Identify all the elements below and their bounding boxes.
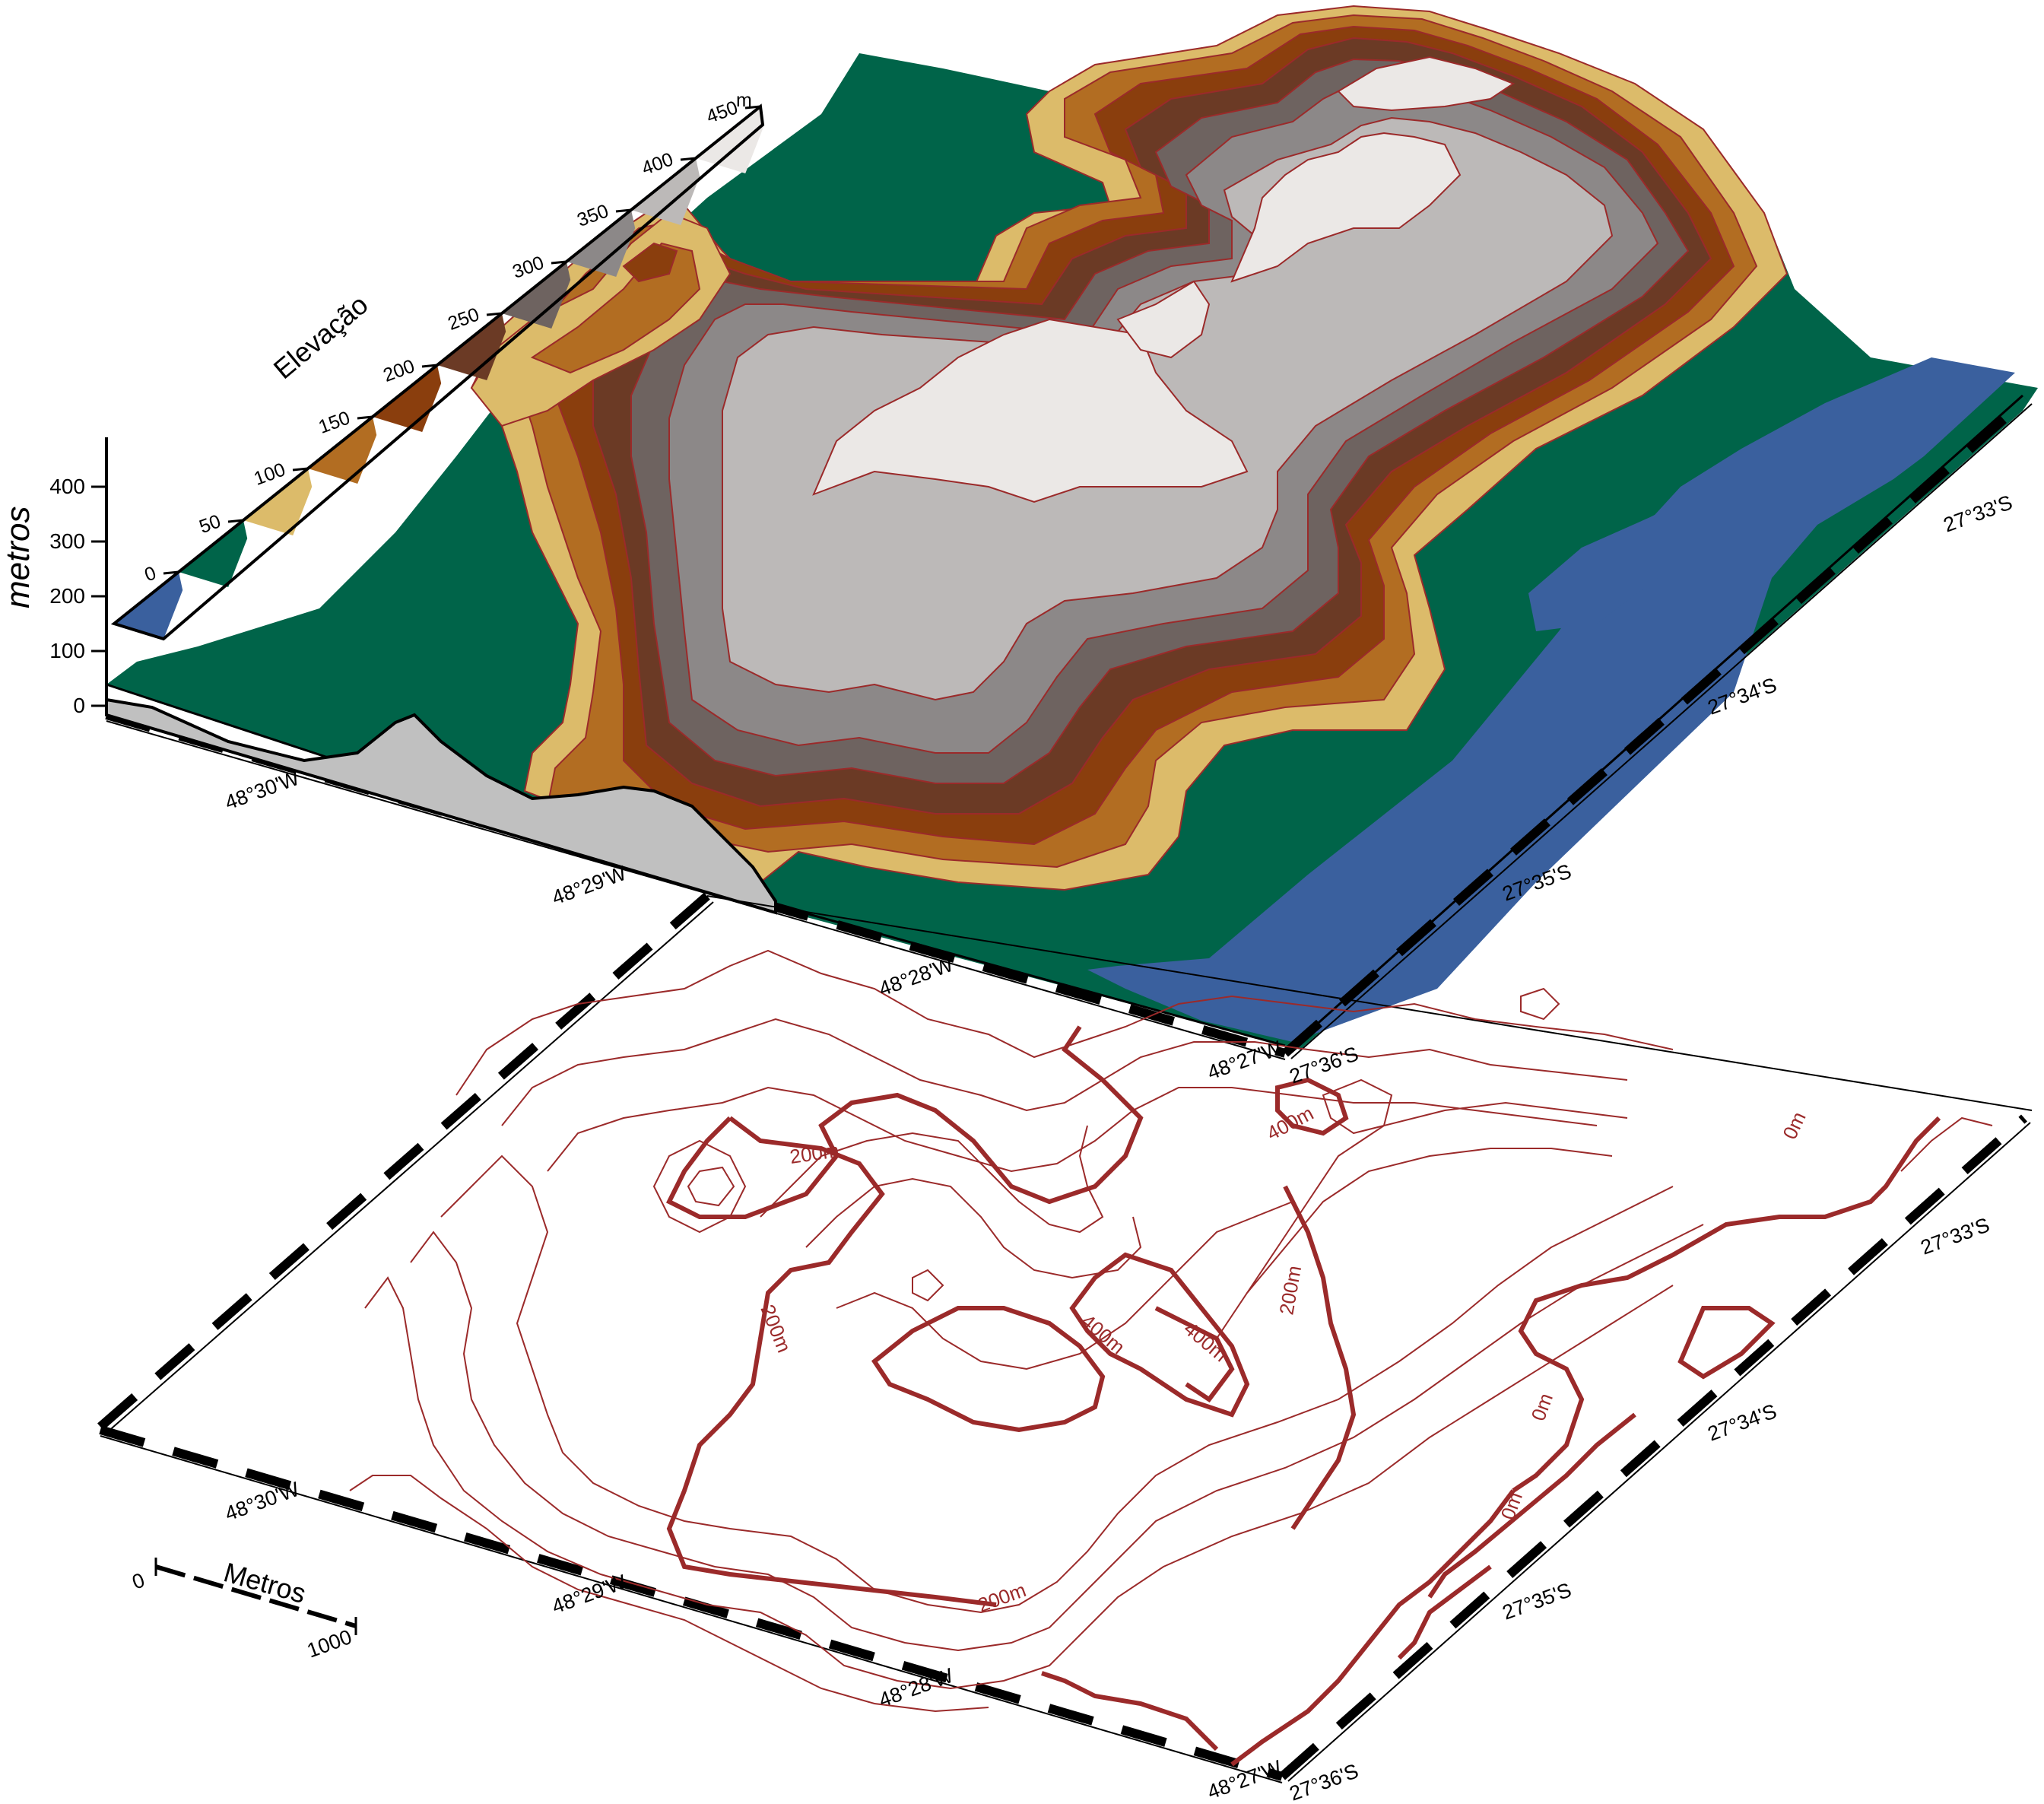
lat-label-2d-3: 27°35'S xyxy=(1500,1578,1575,1624)
contour-200m-c xyxy=(1283,1185,1357,1530)
contour-lines-thin xyxy=(349,949,1993,1713)
colorbar-cell xyxy=(696,106,765,173)
frame-2d-east xyxy=(1279,1114,2027,1780)
colorbar-cells xyxy=(114,106,765,639)
lat-label-2d-1: 27°33'S xyxy=(1918,1213,1993,1259)
contour-label-0m-3: 0m xyxy=(1496,1489,1527,1523)
contour-0m-d xyxy=(1427,1412,1636,1599)
colorbar-tick-mark xyxy=(486,312,503,316)
contour-0m-f xyxy=(1041,1671,1219,1752)
band-400-ne xyxy=(1337,56,1516,112)
profile-tick-400: 400 xyxy=(49,475,85,498)
band-400-north xyxy=(1230,132,1462,283)
frame-2d-west-inner xyxy=(106,901,714,1434)
colorbar-tick-label: 250 xyxy=(445,303,482,335)
colorbar-tick-mark xyxy=(227,519,244,523)
colorbar-cell xyxy=(502,262,571,329)
colorbar-tick-label: 350 xyxy=(574,200,611,231)
colorbar-unit: m xyxy=(736,90,752,111)
colorbar-tick-label: 200 xyxy=(380,355,417,386)
contour-200m-b xyxy=(665,1025,1144,1219)
colorbar-tick-mark xyxy=(421,364,438,368)
lon-label-3d-1: 48°30'W xyxy=(222,767,303,815)
colorbar-tick-mark xyxy=(744,105,761,110)
contour-0m-b xyxy=(1677,1306,1776,1380)
band-400 xyxy=(812,318,1249,503)
profile-ticks xyxy=(91,485,106,707)
elevation-profile: 0 100 200 300 400 metros xyxy=(0,437,777,915)
terrain-sea-bay xyxy=(1528,487,1711,631)
terrain-3d xyxy=(106,5,2038,1050)
contour-400m-a xyxy=(871,1306,1106,1433)
lon-label-3d-2: 48°29'W xyxy=(549,862,630,910)
contour-200m-a xyxy=(666,1116,997,1607)
frame-2d-north xyxy=(706,895,2033,1111)
scale-bar: Metros 0 1000 xyxy=(129,1556,357,1663)
colorbar-tick-mark xyxy=(551,260,567,265)
colorbar-cell xyxy=(437,313,506,380)
colorbar-tick-label: 450 xyxy=(703,97,741,128)
frame-2d xyxy=(97,892,2033,1783)
frame-3d-east-inner xyxy=(1290,403,2033,1059)
colorbar-tick-mark xyxy=(292,467,309,472)
colorbar-tick-label: 150 xyxy=(316,407,353,438)
contour-label-200m-4: 200m xyxy=(975,1578,1029,1616)
contour-400m-b xyxy=(1154,1306,1235,1403)
colorbar-tick-mark xyxy=(357,415,373,420)
frame-2d-west xyxy=(97,892,710,1431)
contour-label-200m-3: 200m xyxy=(1274,1264,1306,1316)
colorbar-tick-mark xyxy=(680,157,697,161)
contour-map: 200m 200m 200m 200m 400m 400m 400m 0m 0m… xyxy=(97,892,2033,1783)
colorbar-tick-label: 100 xyxy=(251,459,288,490)
colorbar-cell xyxy=(114,572,183,639)
contour-lines-index xyxy=(665,1025,1941,1767)
lat-label-2d-2: 27°34'S xyxy=(1705,1399,1780,1445)
lon-label-3d-3: 48°28'W xyxy=(876,953,957,1001)
profile-axis-title: metros xyxy=(0,507,36,608)
frame-3d-east xyxy=(1282,395,2030,1057)
contour-label-400m-2: 400m xyxy=(1179,1317,1232,1367)
frame-2d-south xyxy=(99,1425,1284,1781)
lon-label-2d-1: 48°30'W xyxy=(222,1478,303,1526)
lat-label-3d-1: 27°33'S xyxy=(1941,491,2016,536)
scale-bar-end: 1000 xyxy=(304,1625,355,1663)
colorbar-tick-mark xyxy=(163,570,179,575)
colorbar-cell xyxy=(567,210,636,277)
colorbar-cell xyxy=(308,417,377,484)
contour-label-0m-1: 0m xyxy=(1778,1108,1810,1142)
profile-tick-100: 100 xyxy=(49,639,85,662)
contour-label-400m-3: 400m xyxy=(1263,1101,1318,1145)
contour-label-0m-2: 0m xyxy=(1526,1390,1557,1424)
frame-2d-south-inner xyxy=(100,1435,1283,1783)
scale-bar-start: 0 xyxy=(129,1568,148,1593)
scale-bar-title: Metros xyxy=(221,1556,309,1609)
profile-tick-0: 0 xyxy=(73,694,85,717)
profile-fill xyxy=(105,697,777,915)
colorbar-outline xyxy=(110,103,765,641)
contour-0m-e xyxy=(1397,1564,1492,1660)
profile-tick-200: 200 xyxy=(49,584,85,608)
terrain-sea xyxy=(1087,357,2015,1042)
colorbar-tick-label: 300 xyxy=(509,252,547,283)
colorbar-tick-label: 400 xyxy=(639,148,676,179)
contour-0m-a xyxy=(1512,1116,1941,1493)
colorbar-tick-mark xyxy=(615,208,632,213)
colorbar-title: Elevação xyxy=(268,289,374,386)
colorbar-tick-label: 0 xyxy=(141,562,159,586)
colorbar-tick-label: 50 xyxy=(196,510,224,538)
lon-label-2d-2: 48°29'W xyxy=(549,1571,630,1618)
colorbar-cell xyxy=(179,520,248,587)
frame-2d-east-inner xyxy=(1287,1122,2031,1782)
lat-label-3d-4: 27°36'S xyxy=(1287,1042,1362,1088)
colorbar-cell xyxy=(243,468,313,535)
profile-tick-300: 300 xyxy=(49,529,85,553)
band-400-mid xyxy=(1116,280,1211,359)
contour-400m-c xyxy=(1275,1077,1349,1136)
hill-west-top xyxy=(622,242,678,283)
colorbar-cell xyxy=(631,158,700,225)
contour-200m-d xyxy=(1069,1252,1250,1418)
contour-0m-c xyxy=(1230,1489,1516,1767)
scale-bar-line xyxy=(155,1564,357,1628)
